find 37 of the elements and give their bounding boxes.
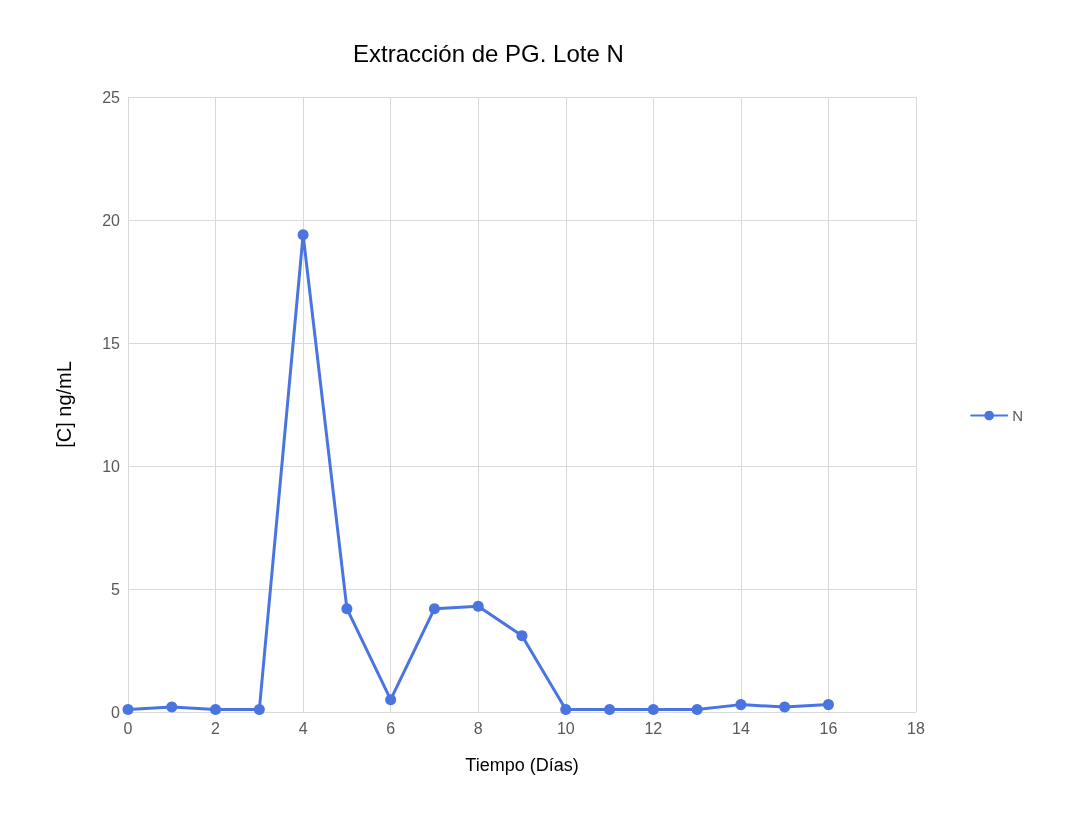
y-tick-label: 20 [102, 211, 121, 229]
chart-title: Extracción de PG. Lote N [353, 39, 624, 67]
y-tick-label: 15 [102, 334, 121, 352]
legend-label: N [1012, 407, 1024, 424]
y-axis-title: [C] ng/mL [53, 361, 75, 448]
point [735, 699, 747, 711]
point [822, 699, 834, 711]
point [385, 694, 397, 706]
y-tick-label: 0 [111, 703, 121, 721]
point [560, 704, 572, 716]
point [297, 229, 309, 241]
x-tick-label: 18 [907, 719, 925, 737]
x-tick-label: 16 [819, 719, 838, 737]
y-tick-label: 5 [111, 580, 121, 598]
point [166, 701, 178, 713]
x-tick-label: 8 [473, 719, 483, 737]
x-tick-label: 6 [386, 719, 396, 737]
point [428, 603, 440, 615]
point [516, 630, 528, 642]
point [341, 603, 353, 615]
x-tick-label: 2 [211, 719, 221, 737]
x-tick-label: 10 [556, 719, 575, 737]
point [647, 704, 659, 716]
x-axis-title: Tiempo (Días) [465, 755, 579, 775]
point [122, 704, 134, 716]
x-tick-label: 14 [731, 719, 750, 737]
x-tick-label: 0 [123, 719, 133, 737]
point [210, 704, 222, 716]
point [604, 704, 616, 716]
x-tick-label: 12 [644, 719, 663, 737]
point [253, 704, 265, 716]
x-tick-label: 4 [298, 719, 308, 737]
point [779, 701, 791, 713]
y-tick-label: 10 [102, 457, 121, 475]
point [472, 600, 484, 612]
y-tick-label: 25 [102, 88, 121, 106]
point [691, 704, 703, 716]
